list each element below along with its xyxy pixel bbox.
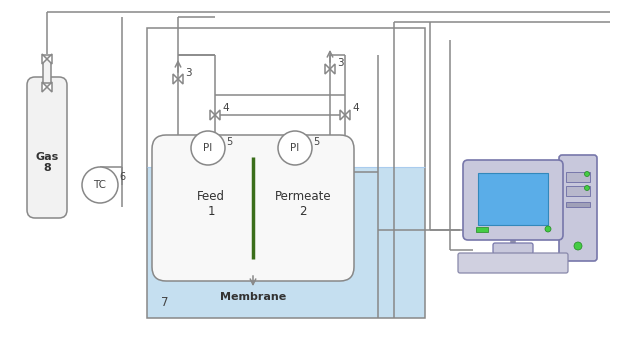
Circle shape [585,186,590,191]
Bar [566,172,590,182]
Polygon shape [215,110,220,120]
Text: Feed
1: Feed 1 [197,190,225,218]
Polygon shape [325,64,330,74]
Text: Permeate
2: Permeate 2 [275,190,331,218]
Text: TC: TC [93,180,106,190]
Bar [478,173,548,225]
Polygon shape [42,54,47,64]
Bar [476,227,488,232]
Circle shape [82,167,118,203]
Circle shape [574,242,582,250]
Circle shape [585,171,590,176]
Text: 4: 4 [353,103,359,113]
FancyBboxPatch shape [27,77,67,218]
Text: 3: 3 [336,58,343,68]
Polygon shape [210,110,215,120]
Text: PI: PI [290,143,300,153]
Bar [147,167,425,318]
Circle shape [545,226,551,232]
FancyBboxPatch shape [559,155,597,261]
Bar [566,186,590,196]
Text: 3: 3 [185,68,192,78]
Polygon shape [42,82,47,92]
Text: 7: 7 [161,296,169,308]
Polygon shape [178,74,183,84]
FancyBboxPatch shape [463,160,563,240]
Text: Gas
8: Gas 8 [35,152,59,173]
Bar [147,28,425,318]
Polygon shape [173,74,178,84]
Text: 4: 4 [222,103,229,113]
FancyBboxPatch shape [152,135,354,281]
Text: 5: 5 [313,137,319,147]
Polygon shape [47,54,52,64]
Polygon shape [47,82,52,92]
FancyBboxPatch shape [493,243,533,254]
Text: Membrane: Membrane [220,292,286,302]
Polygon shape [330,64,335,74]
Text: 5: 5 [226,137,232,147]
Bar [566,202,590,207]
Polygon shape [340,110,345,120]
Text: PI: PI [203,143,213,153]
Polygon shape [345,110,350,120]
Text: 6: 6 [119,172,125,182]
Bar [43,55,51,83]
Circle shape [191,131,225,165]
Circle shape [278,131,312,165]
FancyBboxPatch shape [458,253,568,273]
